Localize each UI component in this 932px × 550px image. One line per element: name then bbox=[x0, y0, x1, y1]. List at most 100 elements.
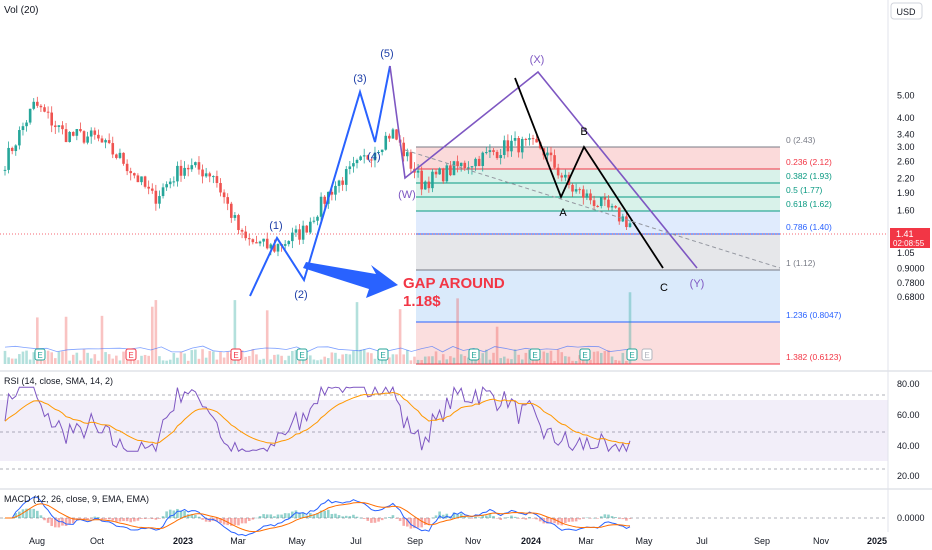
macd-histogram-bar bbox=[423, 518, 427, 525]
volume-bar bbox=[125, 359, 129, 364]
volume-bar bbox=[79, 360, 82, 364]
volume-bar bbox=[75, 352, 79, 364]
fib-retracement[interactable]: 0 (2.43) 0.236 (2.12) 0.382 (1.93) 0.5 (1.7… bbox=[416, 135, 841, 365]
candle-body bbox=[86, 136, 89, 143]
candle-body bbox=[531, 138, 535, 140]
macd-histogram-bar bbox=[373, 518, 377, 523]
wave-label: (X) bbox=[530, 54, 545, 66]
volume-bar bbox=[488, 359, 492, 364]
earnings-marker-label: E bbox=[582, 351, 587, 360]
volume-indicator-label[interactable]: Vol (20) bbox=[4, 5, 38, 16]
time-axis-tick: Nov bbox=[465, 536, 482, 546]
price-axis-tick: 0.7800 bbox=[897, 278, 925, 288]
candle-body bbox=[553, 155, 556, 168]
fib-level-label: 1.382 (0.6123) bbox=[786, 352, 841, 362]
volume-bar bbox=[82, 349, 86, 364]
macd-histogram-bar bbox=[546, 518, 549, 524]
volume-bar bbox=[179, 351, 183, 364]
volume-bar bbox=[133, 357, 136, 364]
wave-label: (1) bbox=[269, 220, 282, 232]
volume-bar bbox=[36, 317, 39, 364]
volume-bar bbox=[93, 354, 97, 364]
macd-histogram-bar bbox=[528, 517, 531, 518]
candle-body bbox=[510, 140, 513, 152]
volume-bar bbox=[86, 352, 89, 364]
volume-bar bbox=[359, 349, 362, 364]
volume-bar bbox=[64, 316, 68, 364]
candle-body bbox=[427, 181, 431, 189]
currency-button[interactable] bbox=[890, 2, 923, 20]
macd-histogram-bar bbox=[470, 518, 474, 519]
wave-drawings[interactable]: (1) (2) (3) (4) (5) (W) (X) (Y) A B C bbox=[249, 48, 781, 301]
macd-histogram-bar bbox=[86, 518, 89, 520]
volume-bar bbox=[574, 360, 578, 364]
volume-bar bbox=[596, 351, 599, 364]
price-axis[interactable]: 5.004.003.403.002.602.201.901.601.201.05… bbox=[897, 90, 925, 523]
volume-bar bbox=[531, 359, 535, 364]
macd-histogram-bar bbox=[122, 518, 125, 522]
earnings-marker-icon bbox=[377, 348, 389, 361]
price-axis-tick: 2.20 bbox=[897, 173, 915, 183]
volume-bar bbox=[18, 354, 21, 364]
volume-bar bbox=[247, 355, 251, 364]
volume-ma-line bbox=[4, 345, 631, 353]
macd-histogram-bar bbox=[312, 514, 316, 518]
candle-body bbox=[61, 125, 64, 130]
macd-histogram-bar bbox=[273, 516, 276, 518]
macd-histogram-bar bbox=[449, 516, 452, 518]
macd-histogram-bar bbox=[538, 518, 542, 522]
macd-histogram-bar bbox=[391, 515, 395, 518]
rsi-band-fill bbox=[0, 400, 888, 461]
volume-bar bbox=[276, 354, 280, 364]
candle-body bbox=[233, 215, 237, 218]
fib-zone bbox=[416, 211, 780, 234]
earnings-marker-icon bbox=[626, 348, 638, 361]
candle-body bbox=[201, 169, 204, 177]
candle-body bbox=[287, 241, 291, 245]
candle-body bbox=[330, 191, 334, 195]
candle-body bbox=[172, 181, 176, 183]
macd-histogram-bar bbox=[294, 510, 298, 518]
volume-bar bbox=[143, 354, 147, 364]
candle-body bbox=[409, 152, 413, 169]
macd-histogram-bar bbox=[21, 509, 25, 518]
macd-histogram-bar bbox=[104, 518, 107, 520]
rsi-title[interactable]: RSI (14, close, SMA, 14, 2) bbox=[4, 376, 113, 386]
volume-bar bbox=[50, 352, 53, 364]
gap-arrow-icon[interactable] bbox=[303, 262, 398, 298]
volume-bar bbox=[344, 353, 348, 364]
gap-annotation-line1[interactable]: GAP AROUND bbox=[403, 275, 505, 292]
gap-annotation-line2[interactable]: 1.18$ bbox=[403, 293, 441, 310]
candle-body bbox=[32, 101, 36, 109]
volume-bar bbox=[176, 357, 179, 364]
macd-histogram-bar bbox=[226, 518, 230, 526]
volume-bar bbox=[172, 353, 176, 364]
time-axis[interactable]: Aug Oct 2023 Mar May Jul Sep Nov 2024 Mar May Jul Se… bbox=[29, 536, 887, 546]
candle-body bbox=[136, 175, 140, 183]
macd-histogram-bar bbox=[456, 514, 459, 518]
macd-title[interactable]: MACD (12, 26, close, 9, EMA, EMA) bbox=[4, 494, 149, 504]
candle-body bbox=[402, 142, 406, 157]
macd-histogram-bar bbox=[319, 510, 323, 518]
macd-histogram-bar bbox=[64, 518, 68, 526]
macd-histogram-bar bbox=[79, 518, 82, 519]
volume-bar bbox=[57, 351, 61, 364]
candle-body bbox=[291, 232, 294, 242]
candle-body bbox=[168, 181, 172, 185]
candle-body bbox=[229, 203, 233, 218]
candle-body bbox=[215, 176, 219, 184]
candle-body bbox=[319, 196, 323, 217]
macd-histogram-bar bbox=[485, 515, 488, 518]
volume-bar bbox=[492, 352, 495, 364]
candle-body bbox=[100, 138, 104, 143]
earnings-marker-label: E bbox=[380, 351, 385, 360]
volume-bar bbox=[294, 350, 298, 364]
macd-histogram-bar bbox=[585, 517, 589, 519]
fib-level-label: 0.618 (1.62) bbox=[786, 199, 832, 209]
macd-histogram-bar bbox=[165, 511, 168, 518]
volume-bar bbox=[61, 351, 64, 364]
volume-bar bbox=[46, 350, 50, 364]
volume-bar bbox=[413, 356, 416, 364]
macd-histogram-bar bbox=[495, 518, 499, 519]
